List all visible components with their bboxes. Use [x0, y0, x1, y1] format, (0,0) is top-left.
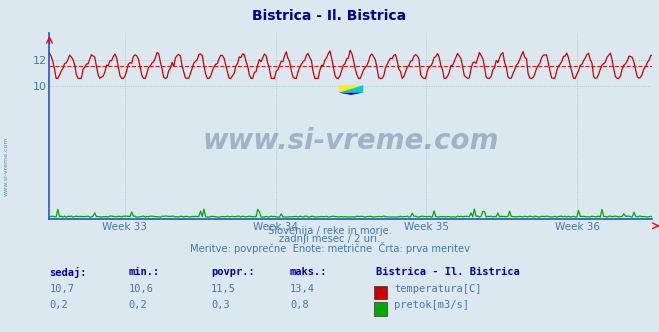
Text: povpr.:: povpr.: [211, 267, 254, 277]
Polygon shape [339, 85, 363, 93]
Text: 13,4: 13,4 [290, 284, 315, 294]
Text: www.si-vreme.com: www.si-vreme.com [203, 127, 499, 155]
Text: 11,5: 11,5 [211, 284, 236, 294]
Text: 0,2: 0,2 [49, 300, 68, 310]
Text: Meritve: povprečne  Enote: metrične  Črta: prva meritev: Meritve: povprečne Enote: metrične Črta:… [190, 242, 469, 254]
Text: Bistrica - Il. Bistrica: Bistrica - Il. Bistrica [376, 267, 519, 277]
Text: pretok[m3/s]: pretok[m3/s] [394, 300, 469, 310]
Text: zadnji mesec / 2 uri.: zadnji mesec / 2 uri. [279, 234, 380, 244]
Text: www.si-vreme.com: www.si-vreme.com [4, 136, 9, 196]
Text: 10,7: 10,7 [49, 284, 74, 294]
Text: 0,8: 0,8 [290, 300, 308, 310]
Text: Slovenija / reke in morje.: Slovenija / reke in morje. [268, 226, 391, 236]
Text: maks.:: maks.: [290, 267, 328, 277]
Text: 0,3: 0,3 [211, 300, 229, 310]
Text: 0,2: 0,2 [129, 300, 147, 310]
Text: sedaj:: sedaj: [49, 267, 87, 278]
Polygon shape [339, 85, 363, 93]
Polygon shape [339, 93, 363, 95]
Text: min.:: min.: [129, 267, 159, 277]
Text: 10,6: 10,6 [129, 284, 154, 294]
Text: Bistrica - Il. Bistrica: Bistrica - Il. Bistrica [252, 9, 407, 23]
Text: temperatura[C]: temperatura[C] [394, 284, 482, 294]
